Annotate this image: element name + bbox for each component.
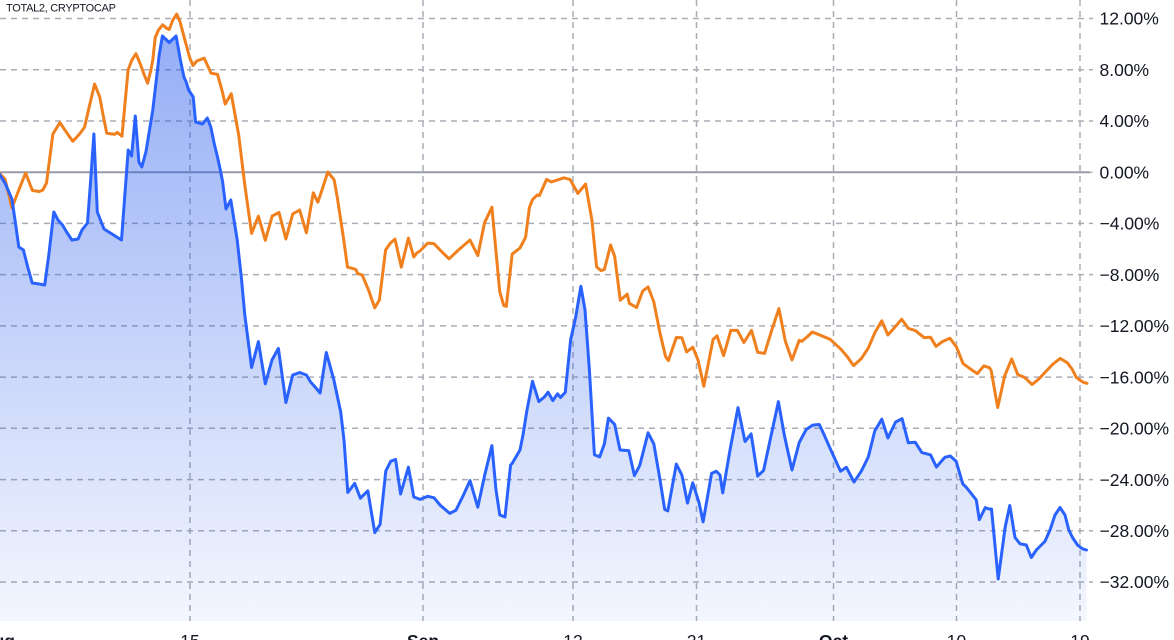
svg-text:19: 19 (1070, 631, 1089, 640)
svg-text:Aug: Aug (0, 631, 15, 640)
svg-text:10: 10 (947, 631, 967, 640)
svg-text:−4.00%: −4.00% (1100, 214, 1160, 234)
svg-text:TOTAL2, CRYPTOCAP: TOTAL2, CRYPTOCAP (6, 3, 116, 15)
svg-text:15: 15 (180, 631, 199, 640)
svg-text:Sep: Sep (407, 631, 439, 640)
svg-text:Oct: Oct (819, 631, 848, 640)
svg-text:0.00%: 0.00% (1100, 162, 1150, 182)
svg-text:−32.00%: −32.00% (1100, 572, 1170, 592)
svg-text:−28.00%: −28.00% (1100, 521, 1170, 541)
svg-text:−16.00%: −16.00% (1100, 367, 1170, 387)
svg-text:21: 21 (687, 631, 706, 640)
svg-text:−8.00%: −8.00% (1100, 265, 1160, 285)
svg-text:8.00%: 8.00% (1100, 60, 1150, 80)
svg-text:−24.00%: −24.00% (1100, 470, 1170, 490)
svg-text:4.00%: 4.00% (1100, 111, 1150, 131)
svg-text:12.00%: 12.00% (1100, 9, 1159, 29)
svg-text:−12.00%: −12.00% (1100, 316, 1170, 336)
svg-text:12: 12 (563, 631, 582, 640)
svg-text:−20.00%: −20.00% (1100, 419, 1170, 439)
